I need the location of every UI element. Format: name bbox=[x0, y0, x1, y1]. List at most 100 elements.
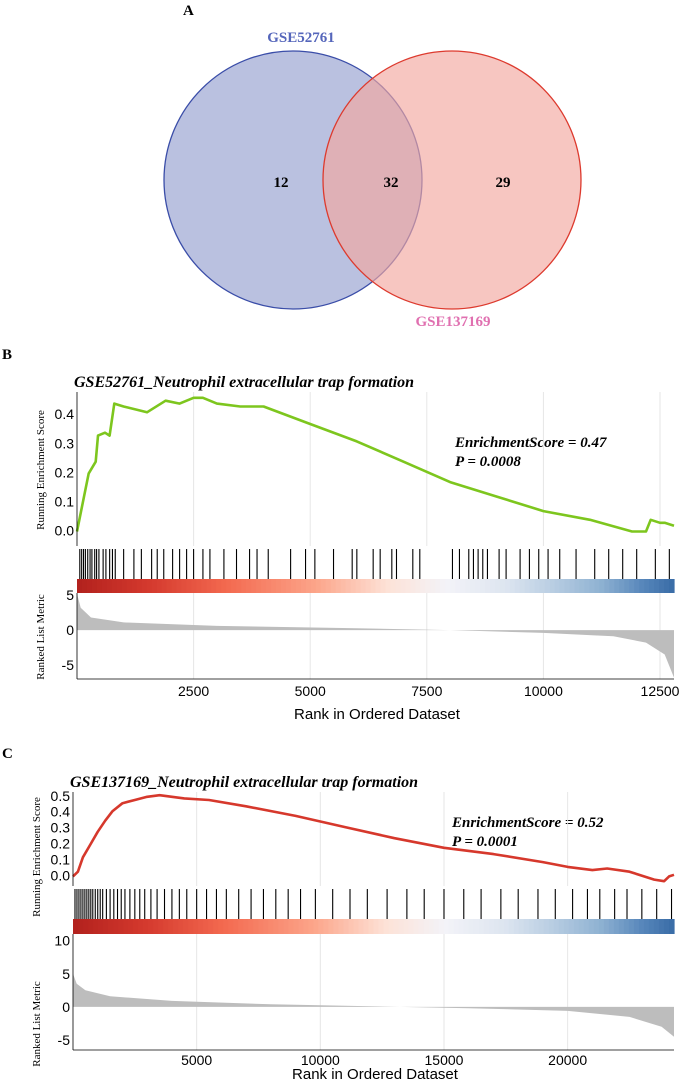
rank-heat-cell bbox=[218, 919, 224, 934]
rank-heat-cell bbox=[360, 579, 367, 593]
rank-heat-cell bbox=[163, 919, 169, 934]
rank-heat-cell bbox=[479, 579, 486, 593]
rank-heat-cell bbox=[498, 919, 505, 934]
venn-circle-gse137169 bbox=[322, 50, 582, 310]
es-ytick-label-1: 0.1 bbox=[51, 852, 71, 868]
rank-heat-cell bbox=[514, 579, 521, 593]
rank-heat-cell bbox=[639, 579, 645, 593]
rank-heat-cell bbox=[171, 579, 178, 593]
panel-c-ylabel-es: Running Enrichment Score bbox=[31, 797, 43, 917]
rank-heat-cell bbox=[86, 579, 93, 593]
rank-heat-cell bbox=[300, 579, 307, 593]
rank-heat-cell bbox=[98, 919, 104, 934]
rank-heat-cell bbox=[598, 919, 605, 934]
es-ytick-label-1: 0.1 bbox=[55, 493, 75, 509]
rank-heat-cell bbox=[233, 919, 239, 934]
x-tick-label-3: 20000 bbox=[548, 1052, 587, 1068]
panel-b-title: GSE52761_Neutrophil extracellular trap f… bbox=[74, 374, 414, 391]
venn-label-gse52761: GSE52761 bbox=[267, 30, 335, 46]
panel-b-label: B bbox=[2, 347, 12, 363]
x-tick-label-3: 10000 bbox=[524, 683, 563, 699]
rank-heat-cell bbox=[313, 919, 320, 934]
rank-heat-cell bbox=[445, 579, 451, 593]
rank-heat-cell bbox=[658, 919, 665, 934]
rank-heat-cell bbox=[196, 579, 202, 593]
rank-heat-cell bbox=[173, 919, 179, 934]
rank-heat-cell bbox=[338, 919, 345, 934]
rank-heat-cell bbox=[261, 579, 267, 593]
rank-heat-cell bbox=[664, 579, 670, 593]
rank-heat-cell bbox=[528, 919, 535, 934]
rank-heat-cell bbox=[569, 579, 576, 593]
rank-heat-cell bbox=[529, 579, 536, 593]
rank-heat-cell bbox=[644, 579, 650, 593]
rank-heat-cell bbox=[211, 579, 217, 593]
rank-heat-cell bbox=[81, 579, 88, 593]
rank-heat-cell bbox=[283, 919, 289, 934]
rank-heat-cell bbox=[388, 919, 395, 934]
es-ytick-label-2: 0.2 bbox=[55, 464, 75, 480]
rank-heat-cell bbox=[543, 919, 550, 934]
rank-heat-cell bbox=[138, 919, 144, 934]
rank-heat-cell bbox=[108, 919, 114, 934]
rank-heat-cell bbox=[96, 579, 103, 593]
rank-heat-cell bbox=[303, 919, 309, 934]
panel-b-ylabel-es: Running Enrichment Score bbox=[35, 410, 47, 530]
rank-heat-cell bbox=[186, 579, 193, 593]
rank-heat-cell bbox=[634, 579, 640, 593]
rank-heat-cell bbox=[353, 919, 360, 934]
panel-c-annotation-p: P = 0.0001 bbox=[452, 834, 518, 850]
rank-heat-cell bbox=[131, 579, 138, 593]
rank-heat-cell bbox=[223, 919, 229, 934]
rank-heat-cell bbox=[213, 919, 219, 934]
rank-heat-cell bbox=[251, 579, 257, 593]
rank-heat-cell bbox=[158, 919, 164, 934]
rank-heat-cell bbox=[538, 919, 545, 934]
rank-heat-cell bbox=[256, 579, 262, 593]
rank-heat-cell bbox=[465, 579, 471, 593]
panel-b-annotation-p: P = 0.0008 bbox=[455, 454, 521, 470]
rank-heat-cell bbox=[243, 919, 249, 934]
rank-heat-cell bbox=[593, 919, 600, 934]
rank-heat-cell bbox=[603, 919, 610, 934]
rank-heat-cell bbox=[393, 919, 400, 934]
rank-heat-cell bbox=[559, 579, 566, 593]
rank-heat-cell bbox=[400, 579, 406, 593]
rank-heat-cell bbox=[440, 579, 446, 593]
panel-c-xlabel: Rank in Ordered Dataset bbox=[292, 1066, 459, 1082]
rank-heat-cell bbox=[236, 579, 242, 593]
rank-heat-cell bbox=[385, 579, 392, 593]
rank-heat-cell bbox=[504, 579, 511, 593]
rank-heat-cell bbox=[83, 919, 89, 934]
rank-heat-cell bbox=[373, 919, 380, 934]
rank-heat-cell bbox=[368, 919, 375, 934]
rank-heat-cell bbox=[609, 579, 615, 593]
rank-heat-cell bbox=[226, 579, 232, 593]
rank-heat-cell bbox=[484, 579, 491, 593]
rank-heat-cell bbox=[509, 579, 516, 593]
rank-heat-cell bbox=[588, 919, 595, 934]
rank-heat-cell bbox=[208, 919, 214, 934]
rank-heat-cell bbox=[483, 919, 490, 934]
rank-heat-cell bbox=[475, 579, 481, 593]
rank-heat-cell bbox=[433, 919, 440, 934]
x-tick-label-2: 15000 bbox=[425, 1052, 464, 1068]
rank-heat-cell bbox=[648, 919, 655, 934]
rank-heat-cell bbox=[365, 579, 372, 593]
rank-heat-cell bbox=[450, 579, 456, 593]
rank-heat-cell bbox=[383, 919, 390, 934]
venn-count-intersection: 32 bbox=[384, 175, 399, 191]
rank-heat-cell bbox=[478, 919, 485, 934]
rank-heat-cell bbox=[106, 579, 113, 593]
panel-c: C GSE137169_Neutrophil extracellular tra… bbox=[2, 746, 604, 1082]
rank-heat-cell bbox=[323, 919, 330, 934]
rank-heat-cell bbox=[613, 919, 620, 934]
rank-heat-cell bbox=[578, 919, 585, 934]
rank-heat-cell bbox=[494, 579, 501, 593]
rank-heat-cell bbox=[460, 579, 466, 593]
rank-heat-cell bbox=[231, 579, 237, 593]
rank-heat-cell bbox=[153, 919, 159, 934]
es-ytick-label-4: 0.4 bbox=[55, 406, 75, 422]
rank-heat-cell bbox=[133, 919, 139, 934]
